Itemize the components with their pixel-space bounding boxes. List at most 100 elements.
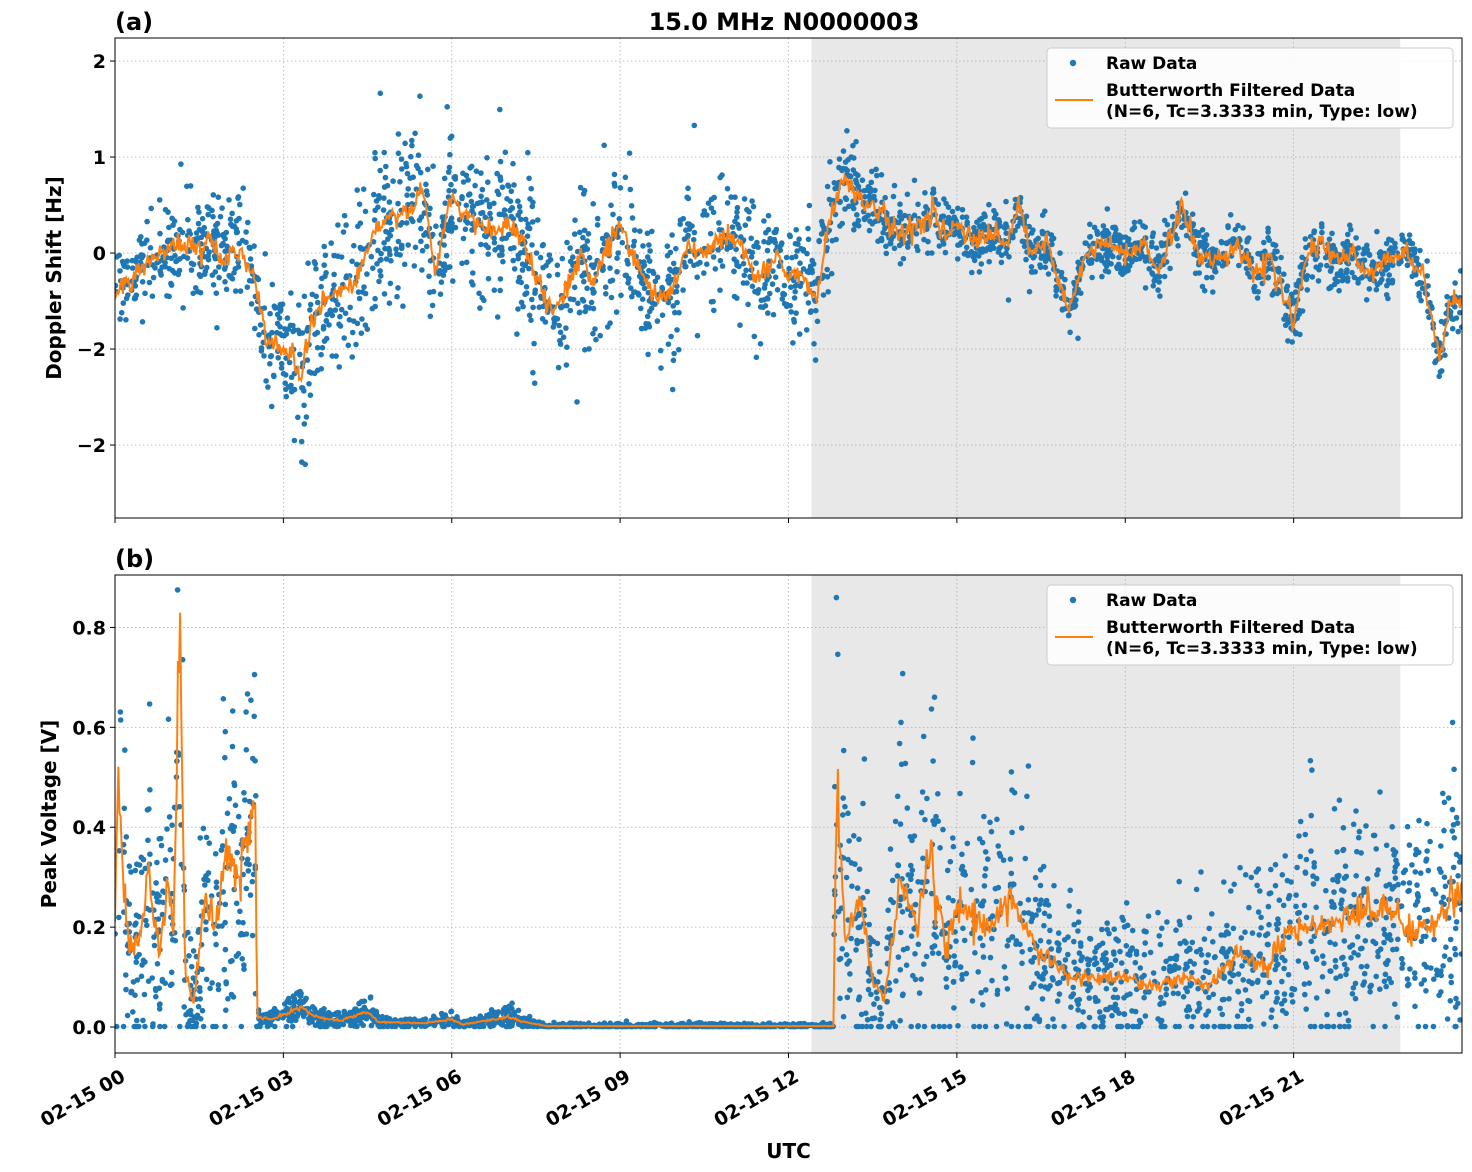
raw-data-point (1443, 944, 1449, 950)
raw-data-point (1370, 832, 1377, 839)
raw-data-point (1127, 991, 1133, 997)
raw-data-point (1418, 297, 1424, 304)
raw-data-point (269, 329, 275, 336)
raw-data-point (1404, 262, 1411, 268)
raw-data-point (440, 1021, 446, 1027)
raw-data-point (1245, 1016, 1252, 1023)
raw-data-point (1404, 823, 1411, 830)
raw-data-point (195, 929, 202, 935)
raw-data-point (1087, 233, 1094, 240)
raw-data-point (239, 956, 245, 962)
raw-data-point (567, 258, 574, 265)
raw-data-point (1153, 245, 1160, 251)
raw-data-point (295, 989, 302, 996)
raw-data-point (229, 210, 235, 217)
raw-data-point (364, 326, 371, 333)
raw-data-point (980, 942, 986, 949)
raw-data-point (350, 318, 357, 324)
raw-data-point (525, 221, 531, 227)
raw-data-point (831, 180, 838, 186)
raw-data-point (1075, 1007, 1081, 1013)
raw-data-point (652, 278, 659, 285)
raw-data-point (732, 194, 738, 200)
raw-data-point (262, 251, 269, 257)
raw-data-point (1121, 1011, 1127, 1017)
raw-data-point (1381, 939, 1387, 946)
raw-data-point (955, 1023, 961, 1029)
raw-data-point (707, 230, 714, 237)
raw-data-point (710, 298, 716, 305)
raw-data-point (1310, 881, 1317, 887)
raw-data-point (818, 218, 825, 225)
raw-data-point (610, 211, 616, 218)
raw-data-point (484, 155, 490, 161)
raw-data-point (1118, 979, 1124, 985)
raw-data-point (1119, 914, 1125, 921)
raw-data-point (704, 261, 710, 268)
raw-data-point (145, 837, 151, 844)
raw-data-point (1382, 1023, 1388, 1030)
raw-data-point (1110, 994, 1117, 1001)
raw-data-point (206, 205, 212, 211)
raw-data-point (1441, 874, 1448, 880)
raw-data-point (376, 195, 382, 202)
raw-data-point (856, 910, 862, 917)
raw-data-point (1440, 790, 1446, 797)
raw-data-point (1050, 977, 1056, 983)
raw-data-point (945, 895, 952, 901)
raw-data-point (1139, 974, 1145, 981)
raw-data-point (468, 279, 475, 285)
raw-data-point (1042, 969, 1049, 975)
raw-data-point (1386, 932, 1393, 938)
raw-data-point (1073, 297, 1079, 303)
raw-data-point (997, 223, 1004, 229)
raw-data-point (388, 258, 394, 264)
raw-data-point (1273, 956, 1279, 963)
raw-data-point (854, 885, 861, 891)
raw-data-point (813, 307, 819, 314)
raw-data-point (233, 229, 240, 236)
raw-data-point (883, 243, 889, 250)
raw-data-point (868, 1023, 874, 1030)
raw-data-point (835, 908, 842, 915)
raw-data-point (386, 300, 393, 307)
raw-data-point (195, 220, 202, 227)
raw-data-point (551, 320, 558, 326)
raw-data-point (731, 268, 737, 275)
raw-data-point (946, 1023, 953, 1030)
raw-data-point (886, 987, 893, 993)
raw-data-point (685, 221, 691, 227)
legend-raw-marker (1069, 59, 1077, 67)
raw-data-point (625, 280, 631, 286)
raw-data-point (338, 306, 345, 313)
raw-data-point (1070, 991, 1077, 997)
raw-data-point (282, 380, 289, 387)
raw-data-point (1091, 224, 1098, 231)
raw-data-point (244, 856, 251, 863)
raw-data-point (156, 836, 163, 842)
raw-data-point (1374, 228, 1380, 235)
raw-data-point (497, 287, 504, 294)
raw-data-point (570, 296, 577, 303)
raw-data-point (1409, 862, 1415, 868)
raw-data-point (793, 227, 799, 233)
raw-data-point (1192, 270, 1199, 277)
raw-data-point (1048, 232, 1055, 238)
raw-data-point (868, 179, 875, 186)
raw-data-point (1329, 903, 1335, 910)
raw-data-point (139, 254, 145, 261)
raw-data-point (976, 269, 983, 275)
raw-data-point (972, 950, 978, 956)
raw-data-point (368, 253, 375, 260)
raw-data-point (1389, 277, 1396, 284)
raw-data-point (840, 1013, 847, 1020)
raw-data-point (1103, 251, 1109, 258)
raw-data-point (179, 229, 186, 236)
raw-data-point (213, 884, 220, 891)
raw-data-point (645, 351, 651, 358)
raw-data-point (1230, 925, 1237, 932)
raw-data-point (1261, 239, 1267, 246)
raw-data-point (328, 240, 335, 246)
raw-data-point (452, 173, 459, 180)
raw-data-point (241, 966, 247, 972)
